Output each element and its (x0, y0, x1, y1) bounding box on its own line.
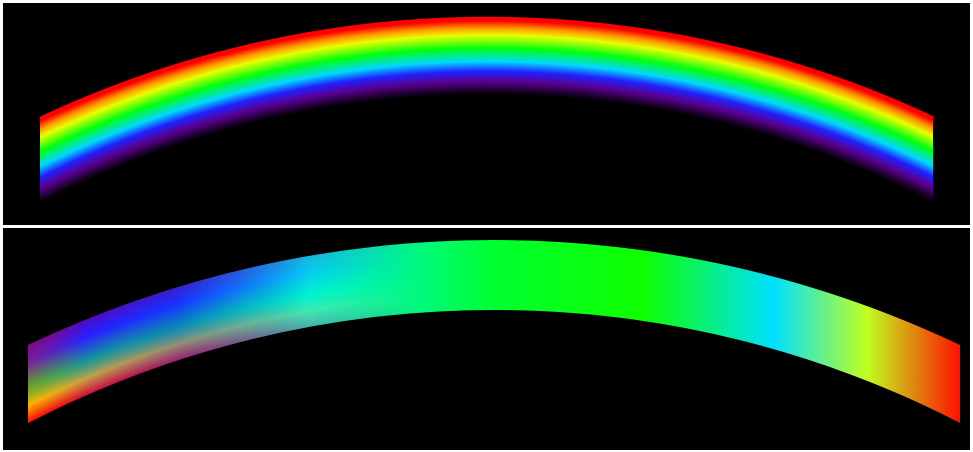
top-rainbow (40, 3, 933, 225)
rainbow-bands (40, 3, 933, 225)
page (0, 0, 973, 452)
rainbow-figure (0, 0, 973, 452)
